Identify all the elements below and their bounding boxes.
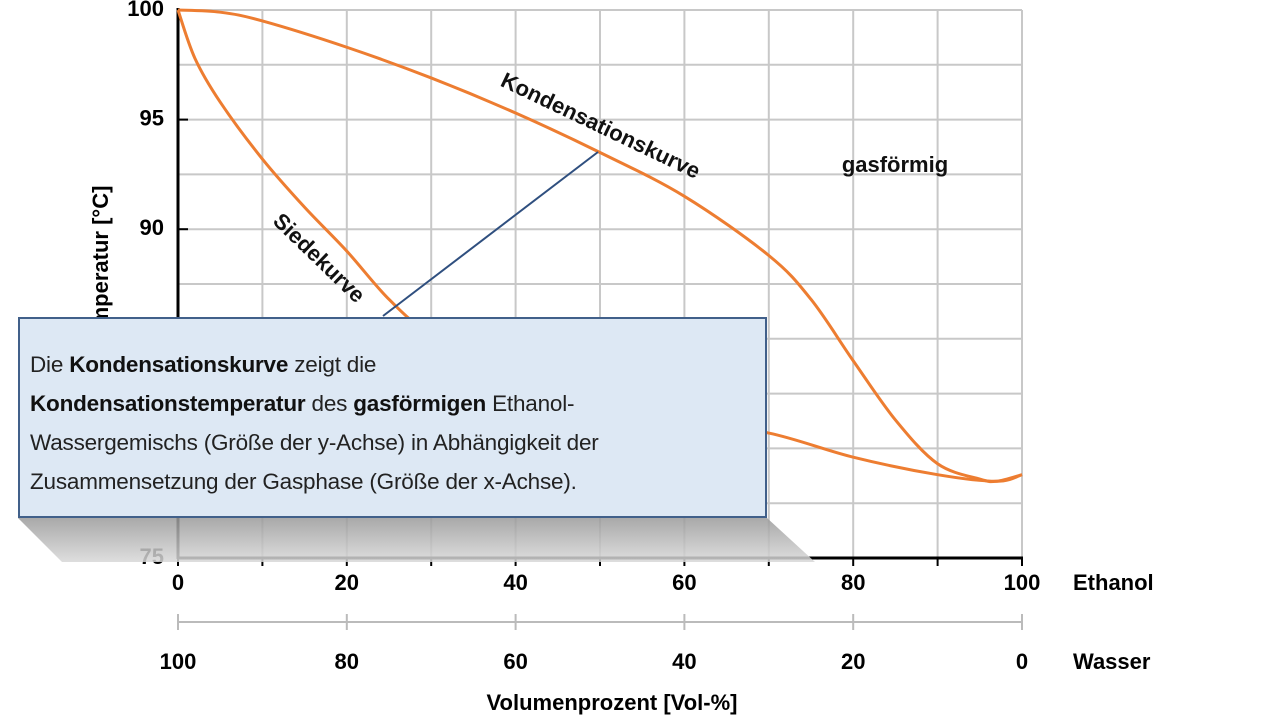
callout-text: Ethanol- bbox=[486, 391, 575, 416]
callout-text: des bbox=[305, 391, 354, 416]
callout-term: gasförmigen bbox=[353, 391, 487, 416]
x2-tick-label: 0 bbox=[1016, 649, 1028, 674]
callout-box: Die Kondensationskurve zeigt die Kondensa… bbox=[18, 317, 767, 518]
callout-term: Kondensationstemperatur bbox=[30, 391, 306, 416]
x2-tick-label: 100 bbox=[160, 649, 197, 674]
curve bbox=[177, 8, 1023, 484]
x2-tick-label: 20 bbox=[841, 649, 865, 674]
x-tick-label: 80 bbox=[841, 570, 865, 595]
annotation: gasförmig bbox=[842, 152, 948, 177]
callout-text: Die bbox=[30, 352, 70, 377]
callout-line: Zusammensetzung der Gasphase (Größe der … bbox=[30, 462, 765, 501]
x-tick-label: 20 bbox=[335, 570, 359, 595]
callout-line: Die Kondensationskurve zeigt die bbox=[30, 345, 765, 384]
callout-text: Wassergemischs (Größe der y-Achse) in Ab… bbox=[30, 430, 599, 455]
callout-line: Wassergemischs (Größe der y-Achse) in Ab… bbox=[30, 423, 765, 462]
x-axis-name: Ethanol bbox=[1073, 570, 1154, 595]
x2-tick-label: 40 bbox=[672, 649, 696, 674]
y-tick-label: 100 bbox=[127, 0, 164, 21]
x-axis-label: Volumenprozent [Vol-%] bbox=[487, 690, 738, 715]
callout-term: Kondensationskurve bbox=[69, 352, 289, 377]
x2-axis-name: Wasser bbox=[1073, 649, 1151, 674]
x-tick-label: 100 bbox=[1004, 570, 1041, 595]
x-tick-label: 40 bbox=[503, 570, 527, 595]
callout-text: zeigt die bbox=[288, 352, 377, 377]
callout-line: Kondensationstemperatur des gasförmigen … bbox=[30, 384, 765, 423]
x-tick-label: 0 bbox=[172, 570, 184, 595]
x-tick-label: 60 bbox=[672, 570, 696, 595]
x2-tick-label: 60 bbox=[503, 649, 527, 674]
y-tick-label: 95 bbox=[140, 105, 164, 130]
y-tick-label: 75 bbox=[140, 544, 164, 569]
tie-line bbox=[382, 151, 599, 317]
callout-text: Zusammensetzung der Gasphase (Größe der … bbox=[30, 469, 577, 494]
y-tick-label: 90 bbox=[140, 215, 164, 240]
x2-tick-label: 80 bbox=[335, 649, 359, 674]
